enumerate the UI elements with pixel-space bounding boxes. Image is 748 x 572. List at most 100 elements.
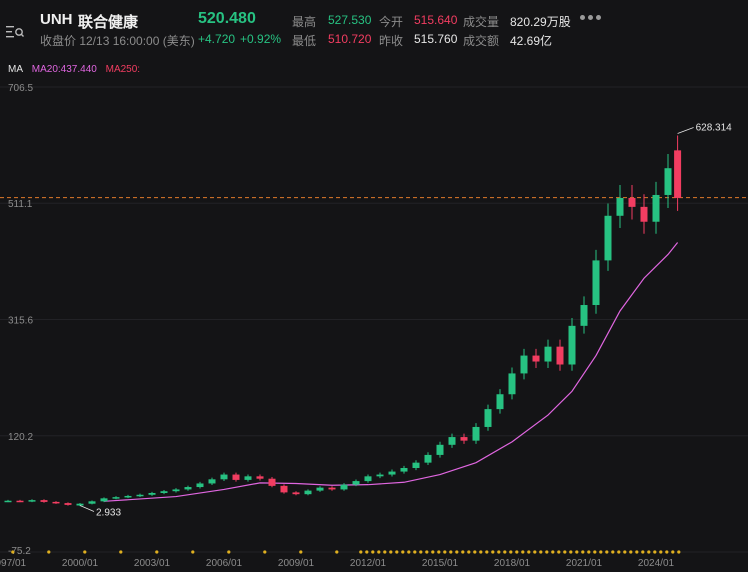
x-tick-label: 2000/01	[62, 558, 99, 569]
event-dot	[377, 550, 381, 554]
event-dot	[677, 550, 681, 554]
high-label: 最高	[292, 15, 317, 29]
candle-body	[400, 468, 408, 472]
event-dot	[401, 550, 405, 554]
candle-body	[460, 437, 468, 441]
candle-body	[376, 474, 384, 477]
candle-body	[52, 501, 60, 504]
event-dot	[635, 550, 639, 554]
prev-close-value: 515.760	[414, 32, 458, 46]
event-dot	[659, 550, 663, 554]
event-dot	[461, 550, 465, 554]
event-dot	[629, 550, 633, 554]
event-dot	[383, 550, 387, 554]
candle-body	[268, 478, 276, 486]
candle-body	[136, 494, 144, 497]
event-dot	[155, 550, 159, 554]
candle-body	[28, 500, 36, 502]
max-label: 628.314	[696, 123, 733, 134]
y-tick-label: 706.5	[8, 83, 33, 94]
more-options-icon[interactable]	[580, 7, 604, 25]
candle-body	[184, 487, 192, 490]
candle-body	[340, 484, 348, 490]
candle-body	[208, 479, 216, 484]
y-tick-label: 511.1	[8, 199, 33, 210]
event-dot	[47, 550, 51, 554]
price-change-pct: +0.92%	[240, 32, 282, 46]
event-dot	[11, 550, 15, 554]
ma20-line	[103, 242, 679, 502]
event-dot	[569, 550, 573, 554]
candle-body	[196, 483, 204, 488]
x-tick-label: 2006/01	[206, 558, 243, 569]
candle-body	[352, 481, 360, 485]
event-dot	[599, 550, 603, 554]
prev-close-label: 昨收	[379, 34, 404, 48]
y-tick-label: 120.2	[8, 432, 33, 443]
event-dot	[647, 550, 651, 554]
candle-body	[652, 194, 660, 222]
candle-body	[292, 492, 300, 495]
indicator-legend: MA MA20:437.440 MA250:	[8, 64, 146, 75]
candle-body	[220, 474, 228, 480]
candle-body	[412, 462, 420, 469]
stock-symbol: UNH	[40, 11, 73, 28]
candle-body	[388, 471, 396, 475]
candle-body	[304, 490, 312, 495]
candlestick-chart[interactable]: 706.5 511.1 315.6 120.2 -75.21997/01 2000/01 2…	[0, 80, 748, 572]
event-dot	[557, 550, 561, 554]
candle-body	[544, 346, 552, 362]
event-dot	[83, 550, 87, 554]
y-tick-label: 315.6	[8, 316, 33, 327]
x-tick-label: 2018/01	[494, 558, 531, 569]
candle-body	[532, 355, 540, 362]
event-dot	[227, 550, 231, 554]
candle-body	[568, 325, 576, 365]
x-tick-label: 1997/01	[0, 558, 27, 569]
event-dot	[425, 550, 429, 554]
event-dot	[407, 550, 411, 554]
event-dot	[665, 550, 669, 554]
event-dot	[299, 550, 303, 554]
x-tick-label: 2009/01	[278, 558, 315, 569]
candle-body	[16, 500, 24, 503]
candle-body	[316, 487, 324, 491]
candle-body	[664, 168, 672, 195]
y-tick-label: -75.2	[8, 546, 31, 557]
candle-body	[232, 474, 240, 480]
event-dot	[119, 550, 123, 554]
event-dot	[533, 550, 537, 554]
event-dot	[581, 550, 585, 554]
candle-body	[124, 495, 132, 498]
candle-body	[472, 426, 480, 441]
event-dot	[491, 550, 495, 554]
menu-search-icon[interactable]	[6, 24, 24, 40]
candle-body	[328, 487, 336, 490]
event-dot	[671, 550, 675, 554]
volume-label: 成交量	[463, 15, 500, 29]
x-tick-label: 2012/01	[350, 558, 387, 569]
event-dot	[503, 550, 507, 554]
candle-body	[556, 346, 564, 365]
event-dot	[431, 550, 435, 554]
event-dot	[389, 550, 393, 554]
candle-body	[280, 485, 288, 493]
event-dot	[485, 550, 489, 554]
quote-header: UNH 联合健康 520.480 收盘价 12/13 16:00:00 (美东)…	[0, 0, 748, 58]
company-name: 联合健康	[78, 14, 139, 31]
event-dot	[371, 550, 375, 554]
candle-body	[256, 476, 264, 479]
candle-body	[496, 394, 504, 410]
event-dot	[587, 550, 591, 554]
event-dot	[413, 550, 417, 554]
turnover-value: 42.69亿	[510, 34, 553, 48]
candle-body	[580, 305, 588, 326]
event-dot	[419, 550, 423, 554]
price-change: +4.720	[198, 32, 236, 46]
candle-body	[520, 355, 528, 374]
event-dot	[527, 550, 531, 554]
ma250-value: MA250:	[105, 64, 141, 75]
event-dot	[653, 550, 657, 554]
turnover-label: 成交额	[463, 34, 500, 48]
event-dot	[479, 550, 483, 554]
